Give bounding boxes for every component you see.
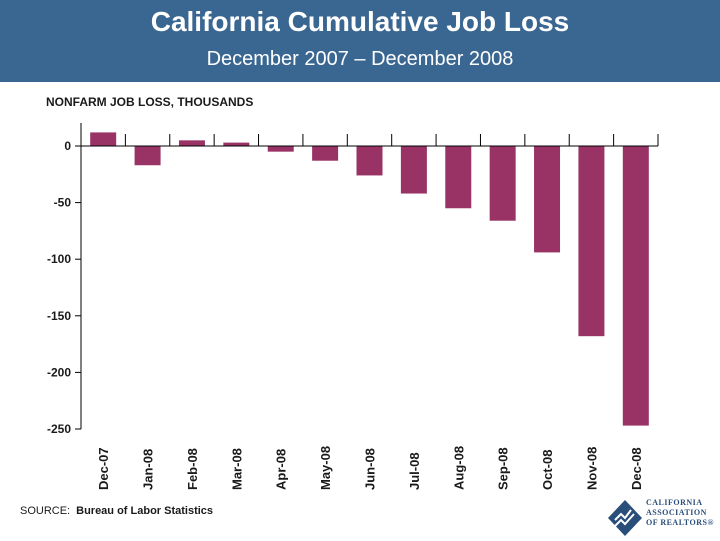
- y-tick-label: -50: [54, 196, 72, 210]
- y-axis-label: NONFARM JOB LOSS, THOUSANDS: [46, 95, 254, 109]
- source-label: SOURCE:: [20, 505, 71, 517]
- bar: [400, 146, 427, 194]
- x-tick-label: Oct-08: [540, 450, 555, 490]
- x-tick-label: Dec-08: [629, 447, 644, 490]
- bar: [356, 146, 383, 176]
- bar: [312, 146, 339, 161]
- y-tick-label: 0: [64, 139, 71, 153]
- y-tick-label: -100: [47, 252, 71, 266]
- x-tick-label: Jul-08: [407, 452, 422, 490]
- x-tick-label: Mar-08: [229, 448, 244, 490]
- realtor-emblem-icon: [608, 500, 642, 536]
- bar: [534, 146, 561, 253]
- bar: [267, 146, 294, 152]
- x-tick-label: Sep-08: [496, 447, 511, 490]
- x-tick-label: Dec-07: [96, 447, 111, 490]
- title-banner: California Cumulative Job Loss December …: [0, 0, 720, 82]
- bar: [578, 146, 605, 337]
- x-tick-label: Jan-08: [141, 449, 156, 490]
- logo-text: CALIFORNIA ASSOCIATION OF REALTORS®: [646, 498, 714, 527]
- page-subtitle: December 2007 – December 2008: [206, 48, 514, 70]
- x-tick-label: Feb-08: [185, 448, 200, 490]
- bar: [90, 132, 117, 146]
- x-tick-label: Nov-08: [584, 447, 599, 490]
- bar: [622, 146, 649, 426]
- bar: [489, 146, 516, 221]
- y-tick-label: -200: [47, 365, 71, 379]
- bar: [445, 146, 472, 209]
- bar: [223, 142, 250, 146]
- x-tick-label: May-08: [318, 446, 333, 490]
- x-tick-label: Apr-08: [274, 449, 289, 490]
- source-note: SOURCE: Bureau of Labor Statistics: [20, 505, 213, 517]
- bar: [134, 146, 161, 166]
- bar: [178, 140, 205, 146]
- car-logo: CALIFORNIA ASSOCIATION OF REALTORS®: [606, 496, 716, 536]
- source-value: Bureau of Labor Statistics: [76, 505, 214, 517]
- page-title: California Cumulative Job Loss: [150, 6, 570, 37]
- x-tick-label: Aug-08: [451, 446, 466, 490]
- y-tick-label: -250: [47, 422, 71, 436]
- x-tick-label: Jun-08: [363, 448, 378, 490]
- y-tick-label: -150: [47, 309, 71, 323]
